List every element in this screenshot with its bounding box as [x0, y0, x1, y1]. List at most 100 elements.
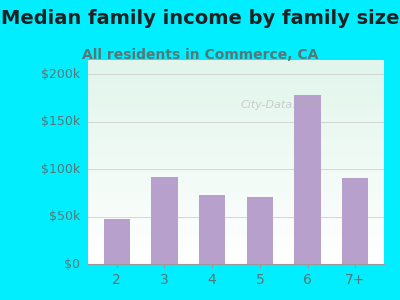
Bar [88, 211, 384, 213]
Bar [88, 129, 384, 131]
Bar [88, 156, 384, 158]
Bar [88, 227, 384, 229]
Bar [88, 248, 384, 250]
Bar [88, 142, 384, 144]
Bar [88, 236, 384, 238]
Bar [88, 213, 384, 215]
Bar [294, 95, 321, 264]
Bar [88, 193, 384, 195]
Bar [151, 177, 178, 264]
Bar [88, 66, 384, 68]
Bar [88, 160, 384, 162]
Bar [88, 174, 384, 176]
Bar [88, 162, 384, 164]
Bar [88, 82, 384, 85]
Bar [88, 195, 384, 197]
Bar [88, 123, 384, 125]
Bar [88, 219, 384, 221]
Bar [88, 233, 384, 236]
Bar [88, 180, 384, 182]
Bar [88, 152, 384, 154]
Bar [88, 172, 384, 174]
Bar [88, 262, 384, 264]
Bar [88, 101, 384, 103]
Bar [88, 144, 384, 146]
Bar [88, 117, 384, 119]
Bar [88, 154, 384, 156]
Bar [88, 150, 384, 152]
Text: $100k: $100k [41, 163, 80, 176]
Bar [88, 103, 384, 105]
Text: $0: $0 [64, 257, 80, 271]
Bar [342, 178, 368, 264]
Bar [88, 201, 384, 203]
Bar [88, 97, 384, 99]
Bar [88, 238, 384, 239]
Bar [88, 231, 384, 233]
Bar [88, 217, 384, 219]
Bar [88, 254, 384, 256]
Bar [88, 182, 384, 184]
Bar [88, 68, 384, 70]
Bar [88, 158, 384, 160]
Bar [88, 64, 384, 66]
Bar [88, 74, 384, 76]
Bar [88, 244, 384, 246]
Bar [88, 229, 384, 231]
Bar [88, 242, 384, 244]
Bar [88, 225, 384, 227]
Bar [199, 195, 225, 264]
Bar [88, 76, 384, 78]
Bar [88, 134, 384, 136]
Bar [88, 209, 384, 211]
Bar [88, 93, 384, 95]
Bar [88, 260, 384, 262]
Bar [88, 176, 384, 178]
Bar [88, 207, 384, 209]
Bar [88, 95, 384, 97]
Bar [88, 188, 384, 190]
Bar [88, 131, 384, 134]
Bar [88, 148, 384, 150]
Bar [88, 246, 384, 248]
Bar [88, 119, 384, 121]
Bar [88, 62, 384, 64]
Text: $50k: $50k [49, 210, 80, 223]
Bar [88, 78, 384, 80]
Bar [88, 99, 384, 101]
Bar [88, 187, 384, 188]
Text: $150k: $150k [41, 115, 80, 128]
Bar [88, 252, 384, 254]
Bar [88, 70, 384, 72]
Bar [88, 146, 384, 148]
Bar [88, 140, 384, 142]
Bar [88, 127, 384, 129]
Bar [88, 72, 384, 74]
Bar [104, 219, 130, 264]
Bar [88, 85, 384, 86]
Bar [88, 168, 384, 170]
Text: All residents in Commerce, CA: All residents in Commerce, CA [82, 48, 318, 62]
Text: $200k: $200k [41, 68, 80, 81]
Bar [88, 166, 384, 168]
Bar [88, 137, 384, 140]
Bar [88, 221, 384, 223]
Text: Median family income by family size: Median family income by family size [1, 9, 399, 28]
Bar [88, 88, 384, 91]
Bar [88, 80, 384, 83]
Bar [88, 178, 384, 180]
Bar [88, 115, 384, 117]
Bar [88, 125, 384, 127]
Bar [88, 109, 384, 111]
Bar [88, 223, 384, 225]
Bar [88, 184, 384, 187]
Bar [88, 250, 384, 252]
Bar [88, 215, 384, 217]
Bar [88, 105, 384, 107]
Bar [88, 86, 384, 88]
Bar [88, 113, 384, 115]
Bar [247, 196, 273, 264]
Bar [88, 164, 384, 166]
Bar [88, 190, 384, 193]
Bar [88, 203, 384, 205]
